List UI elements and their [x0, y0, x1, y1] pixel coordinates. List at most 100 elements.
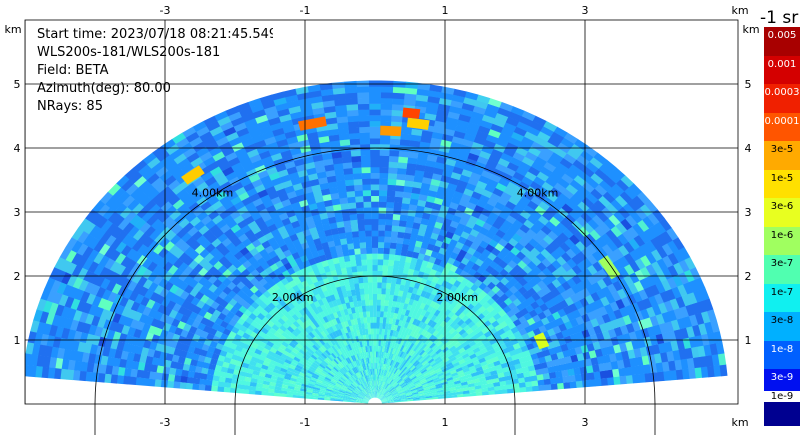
range-gate	[384, 230, 391, 236]
range-gate	[588, 379, 595, 387]
range-gate	[352, 231, 359, 238]
range-gate	[526, 386, 533, 392]
range-gate	[387, 184, 396, 191]
range-gate	[389, 254, 395, 261]
range-gate	[405, 82, 418, 89]
range-gate	[369, 92, 381, 98]
range-gate	[349, 208, 357, 215]
range-gate	[376, 345, 378, 351]
range-gate	[173, 381, 180, 388]
x-axis-unit: km	[731, 416, 748, 429]
range-gate	[368, 282, 373, 288]
range-gate	[352, 167, 362, 174]
range-gate	[379, 155, 389, 161]
range-gate	[345, 92, 358, 99]
range-gate	[380, 115, 391, 121]
colorbar-label: 3e-8	[764, 315, 800, 326]
range-gate	[363, 282, 368, 288]
range-gate	[374, 368, 375, 374]
range-gate	[720, 364, 728, 376]
range-gate	[388, 167, 398, 174]
range-gate	[387, 190, 396, 197]
range-gate	[361, 161, 371, 167]
range-gate	[392, 219, 400, 226]
range-gate	[374, 345, 376, 351]
range-gate	[361, 259, 367, 265]
range-ring-label: 2.00km	[437, 291, 479, 304]
range-gate	[371, 190, 379, 196]
x-tick-label: -1	[300, 4, 311, 17]
range-gate	[360, 253, 366, 259]
range-gate	[382, 276, 387, 282]
range-gate	[381, 288, 386, 294]
range-gate	[365, 225, 372, 231]
range-gate	[379, 178, 388, 184]
range-gate	[211, 386, 218, 392]
x-tick-label: 1	[442, 416, 449, 429]
range-gate	[377, 311, 381, 317]
range-gate	[372, 230, 379, 236]
range-gate	[348, 202, 356, 209]
range-gate	[372, 248, 378, 254]
range-gate	[377, 265, 383, 271]
x-axis-unit: km	[731, 4, 748, 17]
range-gate	[351, 225, 359, 232]
range-gate	[365, 305, 369, 311]
range-gate	[135, 377, 142, 385]
range-gate	[563, 382, 570, 389]
range-gate	[395, 185, 404, 192]
range-gate	[383, 253, 389, 259]
range-gate	[384, 242, 391, 248]
range-gate	[255, 391, 262, 395]
range-gate	[353, 242, 360, 249]
azimuth-label: Azimuth(deg): 80.00	[37, 80, 273, 98]
y-tick-label: 1	[14, 334, 21, 347]
range-gate	[370, 317, 374, 323]
range-gate	[351, 156, 361, 163]
range-gate	[369, 121, 380, 127]
range-gate	[358, 277, 364, 284]
x-tick-label: -3	[160, 416, 171, 429]
range-gate	[148, 379, 155, 387]
range-gate	[366, 242, 372, 248]
range-gate	[369, 294, 373, 300]
range-gate	[370, 322, 373, 328]
range-gate	[380, 317, 384, 323]
range-gate	[507, 388, 514, 393]
range-gate	[544, 378, 551, 384]
range-gate	[359, 132, 370, 138]
range-gate	[360, 144, 370, 150]
range-gate	[371, 219, 378, 225]
range-gate	[372, 253, 378, 259]
range-gate	[402, 108, 420, 119]
range-gate	[379, 201, 387, 207]
colorbar-label: 0.005	[764, 30, 800, 41]
range-gate	[379, 173, 388, 179]
range-gate	[376, 317, 380, 323]
range-gate	[349, 138, 360, 145]
range-gate	[371, 201, 379, 207]
range-gate	[393, 260, 399, 267]
range-gate	[391, 225, 399, 232]
range-gate	[365, 300, 369, 306]
range-gate	[377, 276, 382, 282]
range-gate	[389, 144, 399, 151]
range-gate	[332, 82, 345, 89]
y-tick-label: 5	[14, 78, 21, 91]
range-gate	[368, 288, 373, 294]
range-gate	[370, 178, 379, 184]
range-gate	[385, 288, 390, 294]
x-tick-label: 3	[582, 4, 589, 17]
range-gate	[377, 282, 382, 288]
range-gate	[378, 219, 385, 225]
y-tick-label: 4	[14, 142, 21, 155]
range-gate	[376, 334, 379, 340]
range-gate	[359, 242, 366, 248]
range-gate	[369, 81, 382, 87]
range-gate	[391, 115, 403, 122]
range-gate	[373, 328, 376, 334]
range-gate	[394, 196, 403, 203]
range-gate	[557, 383, 564, 390]
range-gate	[373, 305, 377, 311]
range-gate	[355, 202, 363, 209]
